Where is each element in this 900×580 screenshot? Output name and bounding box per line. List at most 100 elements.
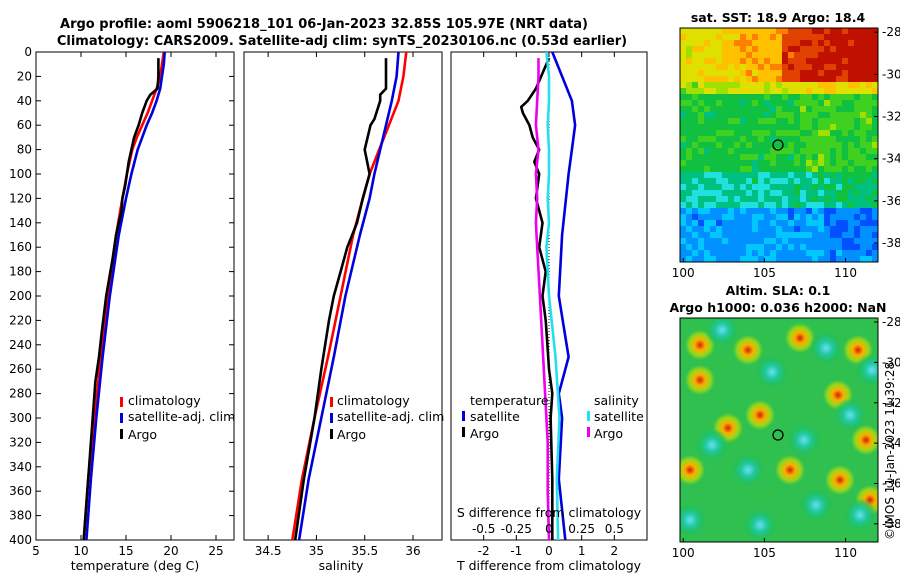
sst-cell — [776, 100, 782, 106]
legend-satellite-label: satellite-adj. clim — [128, 409, 235, 424]
sst-cell — [704, 106, 710, 112]
sst-cell — [710, 160, 716, 166]
sst-cell — [848, 124, 854, 130]
sst-cell — [680, 172, 686, 178]
sst-cell — [872, 64, 878, 70]
sst-cell — [854, 34, 860, 40]
sst-cell — [836, 256, 842, 262]
legend-s-argo-swatch — [587, 427, 590, 437]
sst-cell — [680, 130, 686, 136]
sst-cell — [692, 244, 698, 250]
sst-cell — [752, 58, 758, 64]
sst-cell — [734, 166, 740, 172]
sst-cell — [692, 214, 698, 220]
sst-cell — [680, 160, 686, 166]
sst-cell — [740, 76, 746, 82]
sst-cell — [872, 130, 878, 136]
sst-cell — [704, 190, 710, 196]
sst-cell — [842, 196, 848, 202]
legend-satellite-swatch — [120, 413, 123, 423]
sst-cell — [812, 238, 818, 244]
sst-cell — [818, 46, 824, 52]
sst-cell — [776, 166, 782, 172]
sst-argo-marker — [772, 139, 784, 151]
sst-cell — [734, 226, 740, 232]
sst-cell — [680, 118, 686, 124]
sst-cell — [812, 184, 818, 190]
legend-argo-label: Argo — [128, 427, 157, 442]
sst-cell — [758, 46, 764, 52]
sst-cell — [842, 244, 848, 250]
sst-cell — [764, 52, 770, 58]
sst-cell — [686, 184, 692, 190]
sst-cell — [698, 94, 704, 100]
sst-cell — [692, 34, 698, 40]
sst-cell — [818, 232, 824, 238]
x-tick-label: 2 — [611, 544, 619, 558]
sst-cell — [710, 130, 716, 136]
sst-cell — [710, 148, 716, 154]
sst-cell — [758, 226, 764, 232]
sst-map-title: sat. SST: 18.9 Argo: 18.4 — [691, 10, 866, 25]
sst-cell — [824, 166, 830, 172]
sst-cell — [704, 232, 710, 238]
sst-cell — [830, 238, 836, 244]
sst-cell — [854, 178, 860, 184]
sst-cell — [740, 64, 746, 70]
sst-cell — [710, 220, 716, 226]
sst-cell — [704, 154, 710, 160]
sst-cell — [728, 226, 734, 232]
sst-cell — [848, 160, 854, 166]
sst-cell — [788, 214, 794, 220]
sst-cell — [758, 208, 764, 214]
sst-cell — [818, 250, 824, 256]
sst-cell — [764, 238, 770, 244]
sst-cell — [686, 88, 692, 94]
sst-cell — [800, 88, 806, 94]
sst-cell — [800, 100, 806, 106]
sst-cell — [824, 202, 830, 208]
sst-cell — [692, 46, 698, 52]
sst-cell — [794, 100, 800, 106]
sst-cell — [866, 40, 872, 46]
sst-cell — [752, 208, 758, 214]
sst-cell — [770, 82, 776, 88]
sst-cell — [764, 214, 770, 220]
sst-cell — [824, 112, 830, 118]
sst-cell — [812, 256, 818, 262]
sst-cell — [722, 70, 728, 76]
sst-cell — [836, 172, 842, 178]
sst-cell — [710, 238, 716, 244]
sst-cell — [704, 28, 710, 34]
sst-cell — [848, 58, 854, 64]
sst-cell — [716, 214, 722, 220]
sst-cell — [752, 160, 758, 166]
sst-cell — [872, 142, 878, 148]
sst-cell — [842, 82, 848, 88]
sst-cell — [860, 214, 866, 220]
sst-cell — [794, 244, 800, 250]
sst-map-frame — [679, 27, 879, 263]
sst-cell — [800, 250, 806, 256]
sst-cell — [704, 226, 710, 232]
sst-cell — [728, 124, 734, 130]
sst-cell — [692, 142, 698, 148]
sst-cell — [806, 256, 812, 262]
sst-cell — [848, 106, 854, 112]
sst-cell — [782, 220, 788, 226]
sst-cell — [824, 142, 830, 148]
sst-cell — [746, 196, 752, 202]
sst-cell — [710, 82, 716, 88]
sst-cell — [734, 154, 740, 160]
legend-satellite-label: satellite-adj. clim — [337, 409, 444, 424]
sst-cell — [830, 208, 836, 214]
sst-cell — [872, 226, 878, 232]
sst-cell — [764, 208, 770, 214]
sst-cell — [860, 70, 866, 76]
sst-cell — [686, 148, 692, 154]
sst-cell — [848, 256, 854, 262]
sst-cell — [782, 124, 788, 130]
sst-cell — [728, 142, 734, 148]
salinity-x-label: salinity — [319, 558, 364, 573]
sst-cell — [698, 52, 704, 58]
